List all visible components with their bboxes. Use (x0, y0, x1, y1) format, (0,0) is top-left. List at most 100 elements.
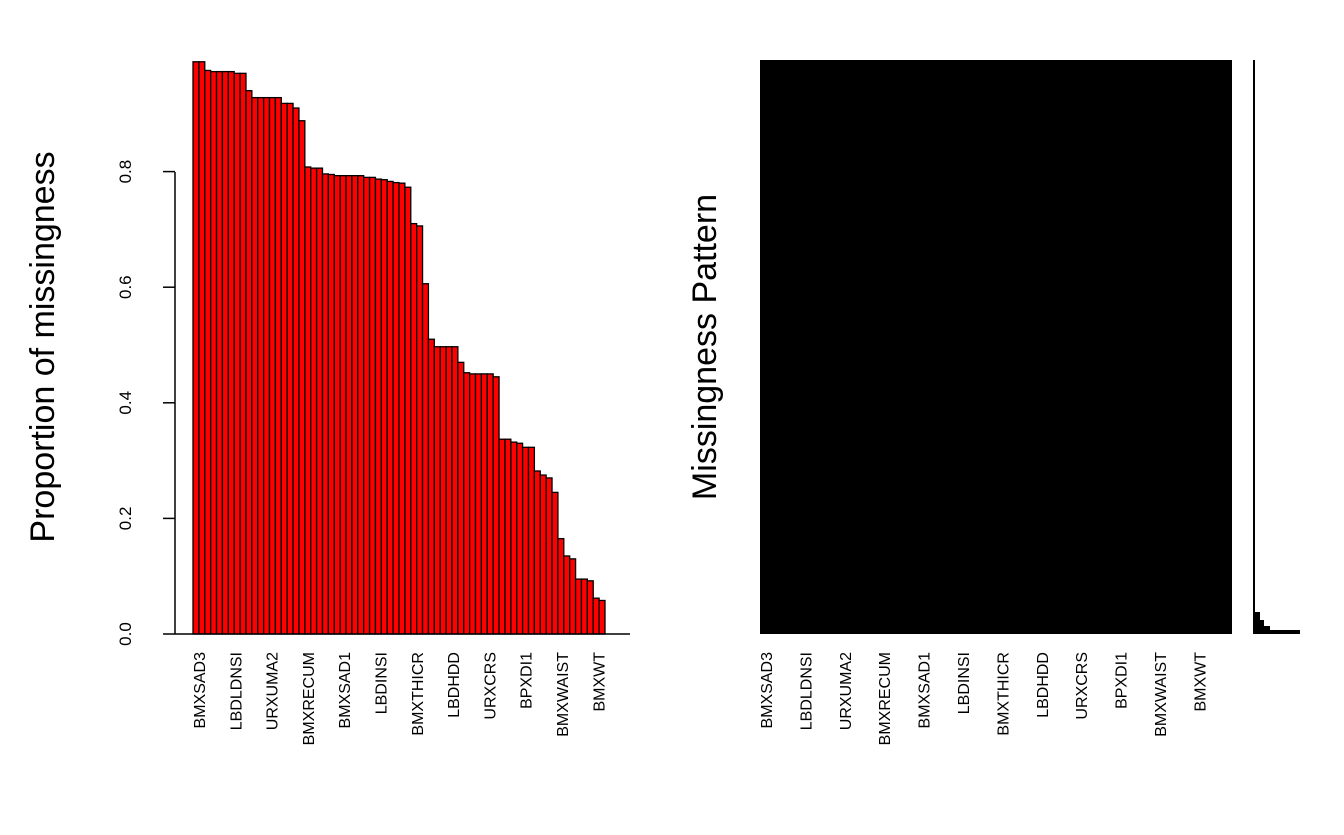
missingness-bar (516, 442, 524, 635)
x-category-label: LBDHDD (1035, 652, 1052, 718)
missingness-bar (292, 107, 300, 635)
missingness-proportion-panel: Proportion of missingness 0.00.20.40.60.… (24, 61, 630, 746)
missingness-bar (262, 96, 271, 635)
missingness-bar (569, 558, 577, 635)
missingness-bar (368, 176, 377, 635)
left-y-axis-label: Proportion of missingness (24, 151, 62, 542)
missingness-bar (363, 176, 371, 635)
pattern-frequency-bar (1254, 630, 1300, 634)
missingness-bar (239, 72, 247, 635)
y-tick-label: 0.8 (116, 160, 135, 184)
missingness-bar (533, 470, 541, 635)
right-x-labels-group: BMXSAD3 LBDLDNSI URXUMA2 BMXRECUM BMXSAD1 LBD… (759, 652, 1209, 746)
missingness-bar (468, 373, 477, 635)
missingness-bar (333, 174, 341, 635)
x-category-label: BMXSAD3 (192, 652, 209, 729)
missingness-bar (321, 173, 330, 635)
x-category-label: LBDINSI (374, 652, 391, 714)
missingness-bar (192, 61, 200, 635)
missingness-bar (421, 283, 430, 635)
missingness-bar (457, 361, 465, 635)
missingness-bar (304, 166, 312, 635)
missingness-bar (339, 174, 347, 635)
x-category-label: LBDHDD (446, 652, 463, 718)
missingness-bar (539, 474, 547, 635)
missingness-bar (580, 578, 589, 635)
missingness-bar (527, 446, 536, 635)
pattern-frequency-bars (1253, 60, 1300, 634)
x-category-label: URXUMA2 (838, 652, 855, 730)
missingness-bar (298, 120, 306, 635)
missingness-bar (274, 96, 282, 635)
x-category-label: URXUMA2 (265, 652, 282, 730)
missingness-bar (416, 225, 424, 635)
x-category-label: LBDLDNSI (798, 652, 815, 730)
missingness-bar (551, 491, 559, 635)
x-category-label: BMXWAIST (1153, 652, 1170, 737)
missingness-bar (386, 180, 394, 635)
x-category-label: BMXWT (591, 652, 608, 712)
missingness-bar (315, 167, 324, 635)
x-category-label: BMXWAIST (555, 652, 572, 737)
missingness-bar (210, 70, 218, 635)
x-category-label: BPXDI1 (519, 652, 536, 709)
x-category-label: URXCRS (1074, 652, 1091, 720)
missingness-bar (510, 441, 518, 635)
x-category-label: BMXSAD3 (759, 652, 776, 729)
missingness-bar (357, 174, 365, 635)
missingness-bar (463, 372, 471, 635)
missingness-bar (598, 599, 606, 635)
missingness-bar (392, 181, 400, 635)
missingness-bar (557, 537, 565, 635)
missingness-bar (380, 179, 388, 635)
missingness-bar (351, 174, 359, 635)
x-category-label: BMXWT (1192, 652, 1209, 712)
missingness-bar (215, 70, 224, 635)
y-tick-label: 0.0 (116, 622, 135, 646)
missingness-pattern-heatmap (760, 60, 1232, 634)
missingness-bar (586, 580, 594, 635)
missingness-bar (498, 438, 506, 635)
missingness-pattern-panel: Missingness Pattern BMXSAD3 LBDLDNSI URXUM… (686, 60, 1300, 745)
x-category-label: BMXTHICR (995, 652, 1012, 736)
missingness-bar (227, 70, 235, 635)
missingness-bar (521, 446, 530, 635)
missingness-bar (251, 96, 259, 635)
missingness-bar (404, 186, 412, 635)
missingness-bar (410, 222, 418, 635)
x-category-label: BMXRECUM (301, 652, 318, 745)
missingness-bar (504, 438, 512, 635)
missingness-bar (233, 72, 241, 635)
y-tick-label: 0.6 (116, 275, 135, 299)
missingness-bar (439, 346, 447, 635)
missingness-bar (486, 373, 494, 635)
x-category-label: LBDINSI (956, 652, 973, 714)
x-category-label: LBDLDNSI (228, 652, 245, 730)
x-category-label: BMXSAD1 (337, 652, 354, 729)
missingness-bar (563, 555, 571, 635)
missingness-bar (327, 173, 335, 635)
right-y-axis-label: Missingness Pattern (686, 194, 724, 500)
missingness-bar (492, 376, 500, 635)
missingness-bar (245, 90, 253, 635)
missingness-bar (268, 96, 277, 635)
missingness-bar (257, 96, 265, 635)
missingness-bar (310, 167, 318, 635)
missingness-bar (280, 102, 288, 635)
x-category-label: BMXRECUM (877, 652, 894, 745)
missingness-bar (592, 597, 600, 635)
left-x-labels-group: BMXSAD3 LBDLDNSI URXUMA2 BMXRECUM BMXSAD1 LBD… (192, 652, 608, 746)
left-y-ticks-group: 0.0 0.2 0.4 0.6 0.8 (116, 160, 175, 646)
missingness-bar (445, 346, 453, 635)
missingness-bar (221, 70, 229, 635)
missingness-bar (433, 346, 441, 635)
x-category-label: URXCRS (482, 652, 499, 720)
y-tick-label: 0.2 (116, 507, 135, 531)
missingness-bar (345, 174, 353, 635)
y-tick-label: 0.4 (116, 391, 135, 415)
missingness-bar (286, 102, 294, 635)
left-bars-group (192, 61, 606, 635)
missingness-bar (474, 373, 483, 635)
missingness-bar (398, 182, 406, 635)
